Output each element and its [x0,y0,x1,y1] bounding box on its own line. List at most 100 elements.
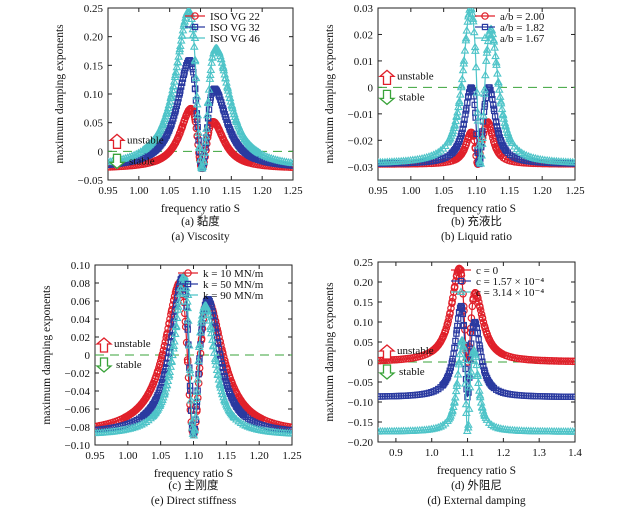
series-point [95,428,100,437]
y-tick-label: 0.25 [354,257,374,269]
series-point [433,147,443,156]
series-point [201,137,210,145]
legend-label: ISO VG 22 [210,11,260,23]
series-point [173,57,183,66]
y-tick-label: −0.01 [348,109,373,121]
series-point [208,52,217,61]
series-point [526,152,536,161]
series-point [454,102,463,111]
series-point [189,42,199,50]
series-point [216,51,225,60]
y-tick-label: 0.02 [71,332,90,344]
series-point [474,294,482,303]
series-point [213,87,221,95]
series-point [205,70,215,78]
series-point [172,62,182,71]
series-point [481,413,491,421]
series-point [192,91,202,100]
series-group [95,271,292,439]
series-point [169,341,179,349]
series-point [215,48,224,57]
series-point [205,315,214,324]
series-point [176,282,186,291]
series-1 [378,302,575,401]
series-point [211,356,220,365]
series-point [473,115,483,124]
x-tick-label: 0.95 [368,185,388,197]
legend: c = 0c = 1.57 × 10⁻⁴c = 3.14 × 10⁻⁴ [451,265,544,299]
series-point [455,96,464,105]
series-point [459,342,468,350]
series-point [462,25,472,34]
series-point [475,302,484,310]
series-group [108,8,293,173]
series-point [501,121,511,130]
series-point [452,337,459,345]
y-tick-label: −0.02 [348,135,373,147]
series-point [170,336,179,345]
series-point [457,302,465,310]
series-point [288,158,293,167]
series-point [494,78,503,87]
legend-label: c = 1.57 × 10⁻⁴ [476,276,544,288]
series-point [487,86,494,94]
y-tick-label: 0.20 [84,32,104,44]
caption-en: (b) Liquid ratio [441,231,512,243]
legend-marker [457,277,465,285]
series-point [166,93,176,102]
series-point [451,116,461,125]
series-point [163,376,173,384]
legend-label: k = 10 MN/m [203,268,264,280]
series-point [464,420,473,428]
stable-label: stable [116,359,142,371]
y-tick-label: −0.15 [348,417,374,429]
series-point [378,426,383,435]
series-point [453,142,461,150]
series-point [502,125,512,133]
series-2 [378,8,575,167]
y-tick-label: 0.20 [354,277,374,289]
series-point [476,158,486,167]
series-point [178,79,186,86]
series-point [205,296,212,303]
series-point [460,45,470,54]
series-point [489,383,496,390]
legend-marker [184,280,192,288]
series-point [203,97,213,105]
series-point [194,356,203,365]
series-point [175,95,182,102]
series-point [182,283,191,292]
series-point [207,328,216,337]
series-point [187,417,197,425]
series-point [477,310,486,319]
series-point [174,98,181,106]
series-point [471,62,481,71]
series-point [167,338,174,346]
series-point [461,35,471,44]
series-point [480,363,487,370]
series-point [453,369,463,378]
series-point [570,427,575,435]
series-point [452,378,462,387]
series-point [470,346,480,355]
legend-label: c = 3.14 × 10⁻⁴ [476,287,544,299]
series-point [192,99,202,108]
series-point [528,153,538,161]
series-point [465,130,474,138]
series-point [229,106,238,115]
series-point [204,85,214,93]
series-point [167,356,176,365]
series-point [190,424,200,433]
x-tick-label: 1.20 [533,185,553,197]
series-point [455,349,465,358]
series-point [184,340,194,349]
series-point [202,302,212,311]
series-point [466,8,475,11]
series-point [466,371,476,379]
series-point [489,36,499,45]
series-point [503,147,510,155]
series-point [457,81,466,89]
series-point [450,120,460,128]
series-point [173,102,181,109]
x-tick-label: 0.95 [98,185,118,197]
